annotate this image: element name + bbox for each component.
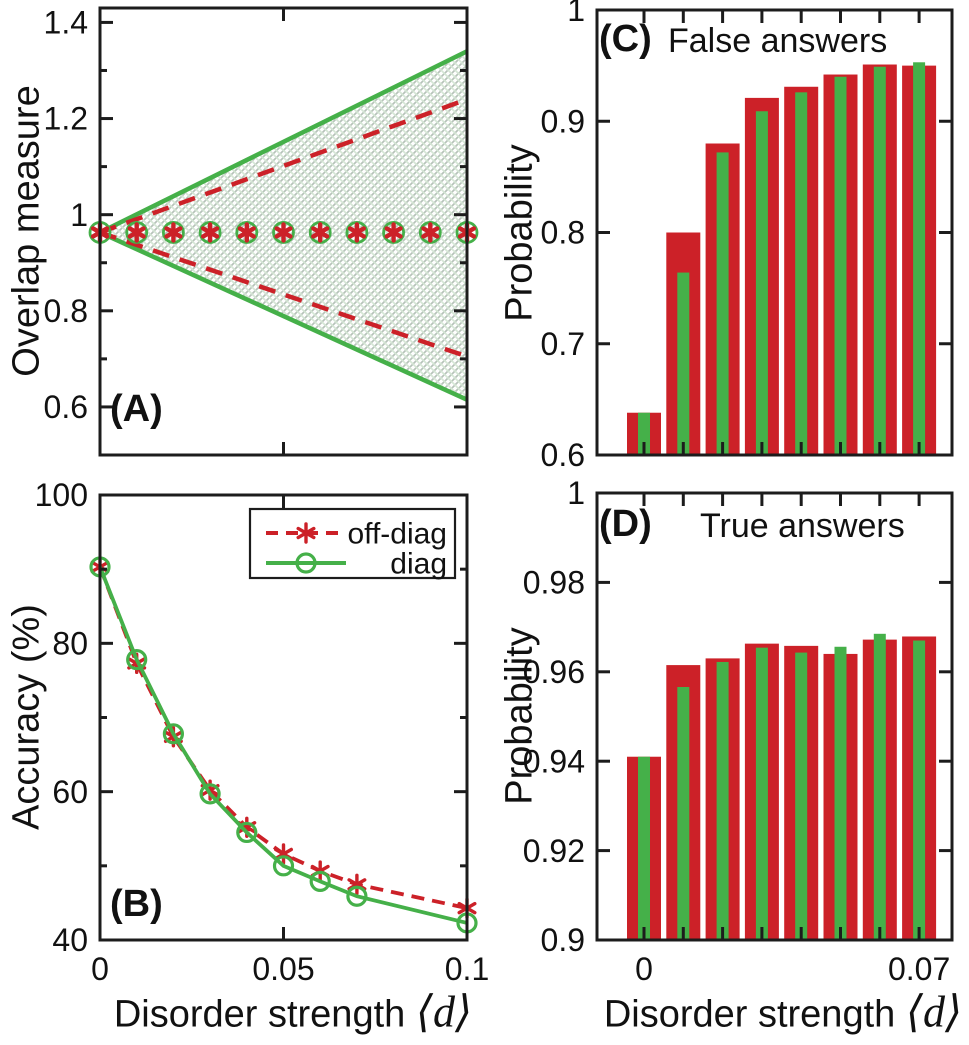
- series-diag: [98, 566, 468, 925]
- envelope-off-diag-lower: [99, 230, 468, 359]
- panel-b-xlabel-text: Disorder strength: [113, 993, 406, 1036]
- panel-a-ylabel: Overlap measure: [5, 85, 48, 377]
- bar-green: [795, 652, 808, 940]
- legend-label-off-diag: off-diag: [347, 518, 447, 551]
- envelope-diag-upper: [99, 49, 468, 235]
- panel-c-letter: (C): [599, 18, 652, 60]
- bar-green: [873, 633, 886, 940]
- svg-text:0.9: 0.9: [541, 922, 585, 958]
- svg-text:0.05: 0.05: [252, 951, 314, 987]
- bar-green: [638, 412, 650, 455]
- svg-text:1: 1: [567, 475, 585, 511]
- panel-d-letter: (D): [599, 503, 652, 545]
- panel-A: 0.6 0.8 1 1.2 1.4: [44, 5, 479, 457]
- svg-text:1: 1: [567, 0, 585, 28]
- svg-text:0.9: 0.9: [541, 103, 585, 139]
- svg-text:0.98: 0.98: [523, 565, 585, 601]
- svg-text:0: 0: [91, 951, 109, 987]
- svg-text:0.8: 0.8: [541, 215, 585, 251]
- bar-green: [755, 647, 768, 940]
- panel-b-letter: (B): [110, 883, 163, 925]
- panel-d-ylabel: Probability: [498, 627, 541, 805]
- svg-text:0.94: 0.94: [523, 743, 585, 779]
- svg-text:0: 0: [635, 951, 653, 987]
- panel-c-ylabel: Probability: [498, 144, 541, 322]
- bar-green: [913, 640, 926, 940]
- svg-text:0.96: 0.96: [523, 654, 585, 690]
- panel-d-xlabel-math: ⟨d⟩: [905, 987, 963, 1037]
- svg-text:1: 1: [70, 197, 88, 233]
- bar-green: [795, 92, 808, 455]
- bar-green: [677, 686, 690, 940]
- svg-text:1.4: 1.4: [44, 5, 88, 41]
- svg-text:100: 100: [35, 477, 88, 513]
- panel-C: 0.6 0.7 0.8 0.9 1: [541, 0, 954, 473]
- svg-text:0.6: 0.6: [44, 389, 88, 425]
- panel-d-xlabel-text: Disorder strength: [603, 993, 896, 1036]
- legend-label-diag: diag: [390, 548, 447, 581]
- envelope-diag-lower: [99, 230, 468, 402]
- svg-text:0.6: 0.6: [541, 437, 585, 473]
- envelope-off-diag-upper: [99, 97, 468, 235]
- svg-text:0.8: 0.8: [44, 293, 88, 329]
- legend-box: [248, 507, 457, 580]
- svg-text:40: 40: [52, 922, 88, 958]
- bar-green: [677, 272, 690, 455]
- svg-text:80: 80: [52, 626, 88, 662]
- bar-green: [873, 66, 886, 456]
- bar-green: [913, 62, 926, 455]
- svg-text:0.7: 0.7: [541, 326, 585, 362]
- svg-text:1.2: 1.2: [44, 101, 88, 137]
- bar-green: [834, 646, 847, 940]
- panel-D: 0.9 0.92 0.94 0.96 0.98 1 0 0.07: [523, 475, 954, 987]
- panel-a-letter: (A): [110, 388, 163, 430]
- panel-c-title: False answers: [668, 22, 888, 60]
- svg-text:0.07: 0.07: [888, 951, 950, 987]
- panel-b-xlabel-math: ⟨d⟩: [415, 987, 473, 1037]
- bar-green: [716, 152, 729, 455]
- panel-d-xlabel: Disorder strength ⟨d⟩: [604, 987, 962, 1038]
- svg-text:60: 60: [52, 774, 88, 810]
- panel-d-title: True answers: [700, 507, 905, 545]
- bar-green: [716, 661, 729, 940]
- svg-text:0.1: 0.1: [445, 951, 489, 987]
- svg-text:0.92: 0.92: [523, 833, 585, 869]
- bar-green: [755, 111, 768, 456]
- panel-b-ylabel: Accuracy (%): [5, 604, 48, 830]
- bar-green: [638, 756, 650, 940]
- bar-green: [834, 76, 847, 455]
- panel-b-xlabel: Disorder strength ⟨d⟩: [114, 987, 472, 1038]
